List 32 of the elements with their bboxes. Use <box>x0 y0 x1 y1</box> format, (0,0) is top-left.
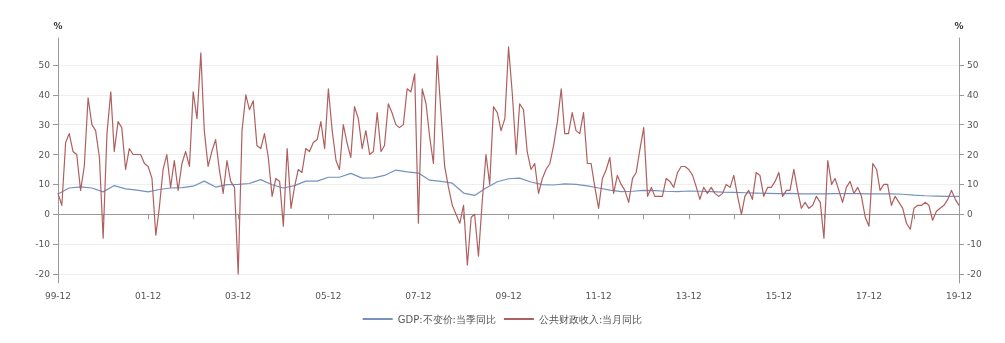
y-tick-label: 30 <box>38 119 51 130</box>
y2-tick-label: 20 <box>967 149 979 160</box>
y2-tick-label: -10 <box>967 239 982 250</box>
y-axis-title: % <box>53 20 63 31</box>
line-series <box>57 169 960 197</box>
y-tick-label: 40 <box>38 89 51 100</box>
y-tick-label: -20 <box>35 269 51 280</box>
y2-tick-label: -20 <box>967 269 982 280</box>
y2-tick-label: 30 <box>967 119 979 130</box>
y-tick-label: 10 <box>38 179 51 190</box>
x-tick-label: 17-12 <box>855 290 883 301</box>
y-tick-label: 50 <box>38 59 51 70</box>
x-tick-label: 05-12 <box>315 290 342 301</box>
x-tick-label: 03-12 <box>225 290 252 301</box>
y2-tick-label: 0 <box>967 209 973 220</box>
y2-tick-label: 50 <box>967 59 979 70</box>
y2-tick-label: 10 <box>967 179 979 190</box>
x-tick-label: 13-12 <box>675 290 702 301</box>
x-tick-label: 07-12 <box>405 290 432 301</box>
y-tick-label: 20 <box>38 149 51 160</box>
x-tick-label: 99-12 <box>44 290 72 301</box>
y2-axis-title: % <box>954 20 964 31</box>
y-tick-label: 0 <box>44 209 51 220</box>
y-tick-label: -10 <box>35 239 51 250</box>
legend-label: GDP:不变价:当季同比 <box>397 313 496 325</box>
x-tick-label: 09-12 <box>495 290 522 301</box>
legend-label: 公共财政收入:当月同比 <box>538 313 643 325</box>
x-tick-label: 01-12 <box>135 290 162 301</box>
x-tick-label: 15-12 <box>765 290 792 301</box>
x-tick-label: 11-12 <box>585 290 612 301</box>
x-tick-label: 19-12 <box>945 290 973 301</box>
y2-tick-label: 40 <box>967 89 979 100</box>
